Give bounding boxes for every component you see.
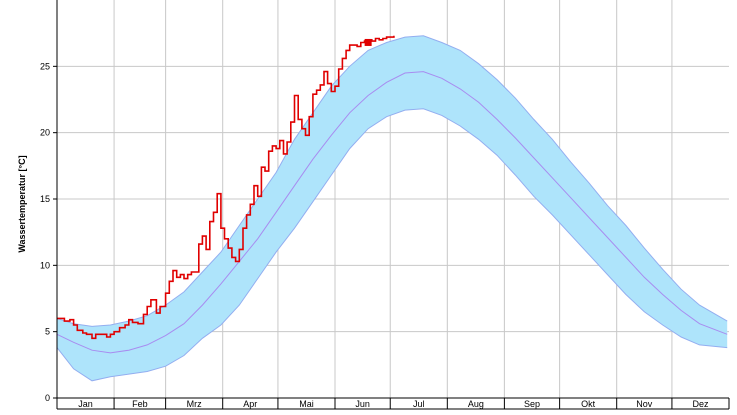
axes (53, 0, 730, 410)
x-tick-label-month: Jun (355, 399, 370, 409)
x-tick-label-month: Mai (299, 399, 314, 409)
x-tick-label-month: Okt (581, 399, 596, 409)
x-tick-label-month: Dez (692, 399, 709, 409)
y-tick-label: 0 (45, 393, 50, 403)
y-tick-label: 20 (40, 128, 50, 138)
y-tick-label: 15 (40, 194, 50, 204)
mean-temperature-line (56, 71, 728, 354)
current-year-temperature-line (57, 35, 395, 340)
x-tick-label-month: Jul (413, 399, 425, 409)
y-tick-label: 25 (40, 61, 50, 71)
x-tick-label-month: Feb (132, 399, 148, 409)
x-tick-label-month: Aug (468, 399, 484, 409)
y-tick-label: 5 (45, 327, 50, 337)
tick-labels: 0 5 10 15 20 25 Jan Feb Mrz Apr Mai Jun Jul Aug Sep Okt… (40, 61, 709, 409)
min-max-range-band (57, 35, 728, 381)
latest-value-marker (364, 38, 372, 46)
y-tick-label: 10 (40, 260, 50, 270)
x-tick-label-month: Nov (636, 399, 653, 409)
y-axis-label: Wassertemperatur [°C] (17, 155, 27, 252)
x-tick-label-month: Jan (78, 399, 93, 409)
x-tick-label-month: Sep (524, 399, 540, 409)
x-tick-label-month: Mrz (187, 399, 202, 409)
x-tick-label-month: Apr (243, 399, 257, 409)
range-min-line (56, 108, 728, 382)
